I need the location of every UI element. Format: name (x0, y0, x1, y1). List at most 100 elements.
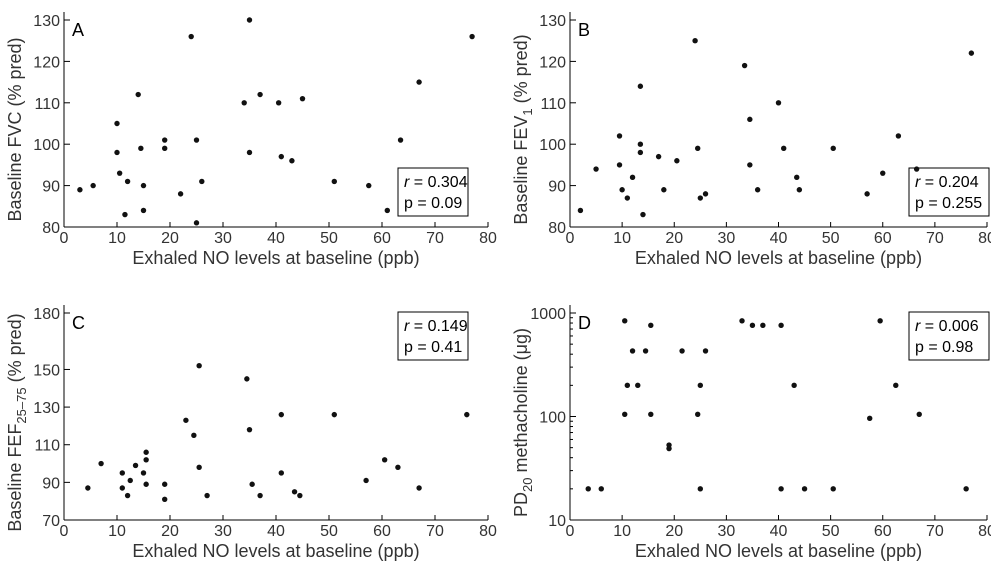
data-point (246, 426, 253, 433)
data-point (913, 166, 920, 172)
stats-box (397, 311, 469, 361)
data-point (204, 492, 210, 499)
data-point (624, 195, 631, 201)
y-tick-label: 90 (42, 179, 60, 196)
data-point (695, 411, 701, 418)
data-point (114, 149, 120, 156)
data-point (278, 470, 284, 476)
scatter-panel-d: 01020304050607080101001000Exhaled NO lev… (511, 305, 991, 561)
y-axis-label: Baseline FVC (% pred) (5, 37, 25, 221)
y-tick-label: 110 (34, 438, 60, 455)
data-point (968, 50, 975, 56)
data-point (162, 145, 168, 152)
y-tick-label: 80 (42, 220, 60, 237)
data-point (132, 462, 139, 469)
x-tick-label: 0 (60, 523, 69, 540)
x-tick-label: 60 (874, 523, 892, 540)
data-point (127, 477, 133, 484)
data-point (741, 62, 748, 69)
data-point (381, 457, 388, 463)
data-point (640, 211, 646, 218)
x-tick-label: 50 (822, 230, 840, 247)
data-point (140, 470, 147, 476)
y-tick-label: 130 (33, 13, 60, 30)
scatter-panel-b: 0 10 20 30 40 50 60 70 80 80 90 100 110 120 130 Exhaled… (511, 12, 991, 268)
x-tick-label: 60 (373, 523, 391, 540)
data-point (124, 178, 131, 185)
data-point (749, 322, 756, 329)
data-point (395, 464, 401, 471)
data-point (796, 187, 803, 193)
data-point (616, 133, 623, 139)
data-point (114, 120, 120, 127)
data-point (135, 91, 141, 98)
data-point (593, 166, 599, 172)
data-point (162, 481, 168, 487)
stat-r: r = 0.204 (915, 174, 979, 191)
stats-box (397, 167, 469, 217)
x-tick-label: 30 (717, 230, 735, 247)
x-tick-label: 80 (978, 230, 991, 247)
y-tick-label: 10 (548, 513, 566, 530)
data-point (257, 492, 263, 499)
data-point (196, 362, 202, 369)
data-point (695, 145, 701, 152)
data-point (384, 207, 390, 214)
y-tick-label: 100 (539, 410, 566, 427)
data-point (760, 322, 766, 329)
data-point (464, 411, 470, 418)
data-point (791, 382, 797, 389)
x-tick-label: 40 (267, 230, 285, 247)
data-point (143, 457, 149, 463)
data-point (830, 145, 836, 152)
stat-r: r = 0.304 (404, 174, 468, 191)
y-tick-label: 90 (42, 475, 60, 492)
panel-label: A (72, 20, 84, 40)
data-point (585, 486, 591, 492)
x-tick-label: 10 (613, 230, 631, 247)
x-tick-label: 50 (320, 523, 338, 540)
data-point (116, 170, 123, 176)
x-tick-label: 40 (770, 523, 788, 540)
panel-label: B (578, 20, 590, 40)
data-point (880, 170, 886, 176)
data-point (622, 411, 628, 418)
data-point (916, 411, 922, 418)
data-point (299, 95, 306, 102)
data-point (275, 100, 282, 106)
stat-p: p = 0.09 (404, 195, 462, 212)
x-tick-label: 10 (108, 230, 126, 247)
stat-p: p = 0.255 (915, 195, 982, 212)
y-axis-label: Baseline FEF25–75 (% pred) (5, 313, 29, 531)
data-point (249, 481, 255, 487)
x-tick-label: 20 (665, 230, 683, 247)
x-tick-label: 0 (60, 230, 69, 247)
x-tick-label: 60 (373, 230, 391, 247)
data-point (278, 153, 284, 160)
x-tick-label: 60 (874, 230, 892, 247)
x-tick-label: 70 (426, 230, 444, 247)
data-point (697, 382, 704, 389)
data-point (637, 149, 644, 156)
y-tick-label: 120 (33, 54, 60, 71)
data-point (867, 415, 873, 422)
data-point (754, 187, 761, 193)
data-point (246, 149, 253, 156)
data-point (794, 174, 800, 181)
scatter-panel-a: 0 10 20 30 40 50 60 70 80 80 90 100 110 120 130 Exhaled… (5, 12, 497, 268)
stats-box (908, 167, 990, 217)
x-tick-label: 30 (214, 230, 232, 247)
stats-box (908, 311, 990, 361)
y-tick-label: 110 (540, 96, 566, 113)
data-point (416, 79, 422, 85)
data-point (331, 411, 337, 418)
x-tick-label: 10 (108, 523, 126, 540)
y-tick-label: 150 (33, 362, 60, 379)
data-point (635, 382, 641, 389)
data-point (637, 141, 644, 147)
data-point (140, 182, 147, 189)
data-point (963, 486, 969, 492)
data-point (616, 162, 623, 168)
x-tick-label: 20 (161, 230, 179, 247)
data-point (864, 191, 870, 197)
